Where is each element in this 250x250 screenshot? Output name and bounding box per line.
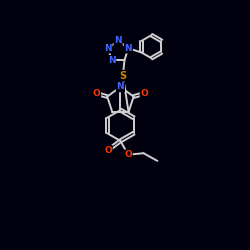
- Text: O: O: [140, 89, 148, 98]
- Text: O: O: [124, 150, 132, 159]
- Text: N: N: [104, 44, 112, 53]
- Text: O: O: [104, 146, 112, 154]
- Text: N: N: [114, 36, 122, 45]
- Text: O: O: [92, 89, 100, 98]
- Text: N: N: [124, 44, 132, 53]
- Text: S: S: [119, 71, 126, 81]
- Text: N: N: [116, 82, 124, 92]
- Text: N: N: [108, 56, 116, 65]
